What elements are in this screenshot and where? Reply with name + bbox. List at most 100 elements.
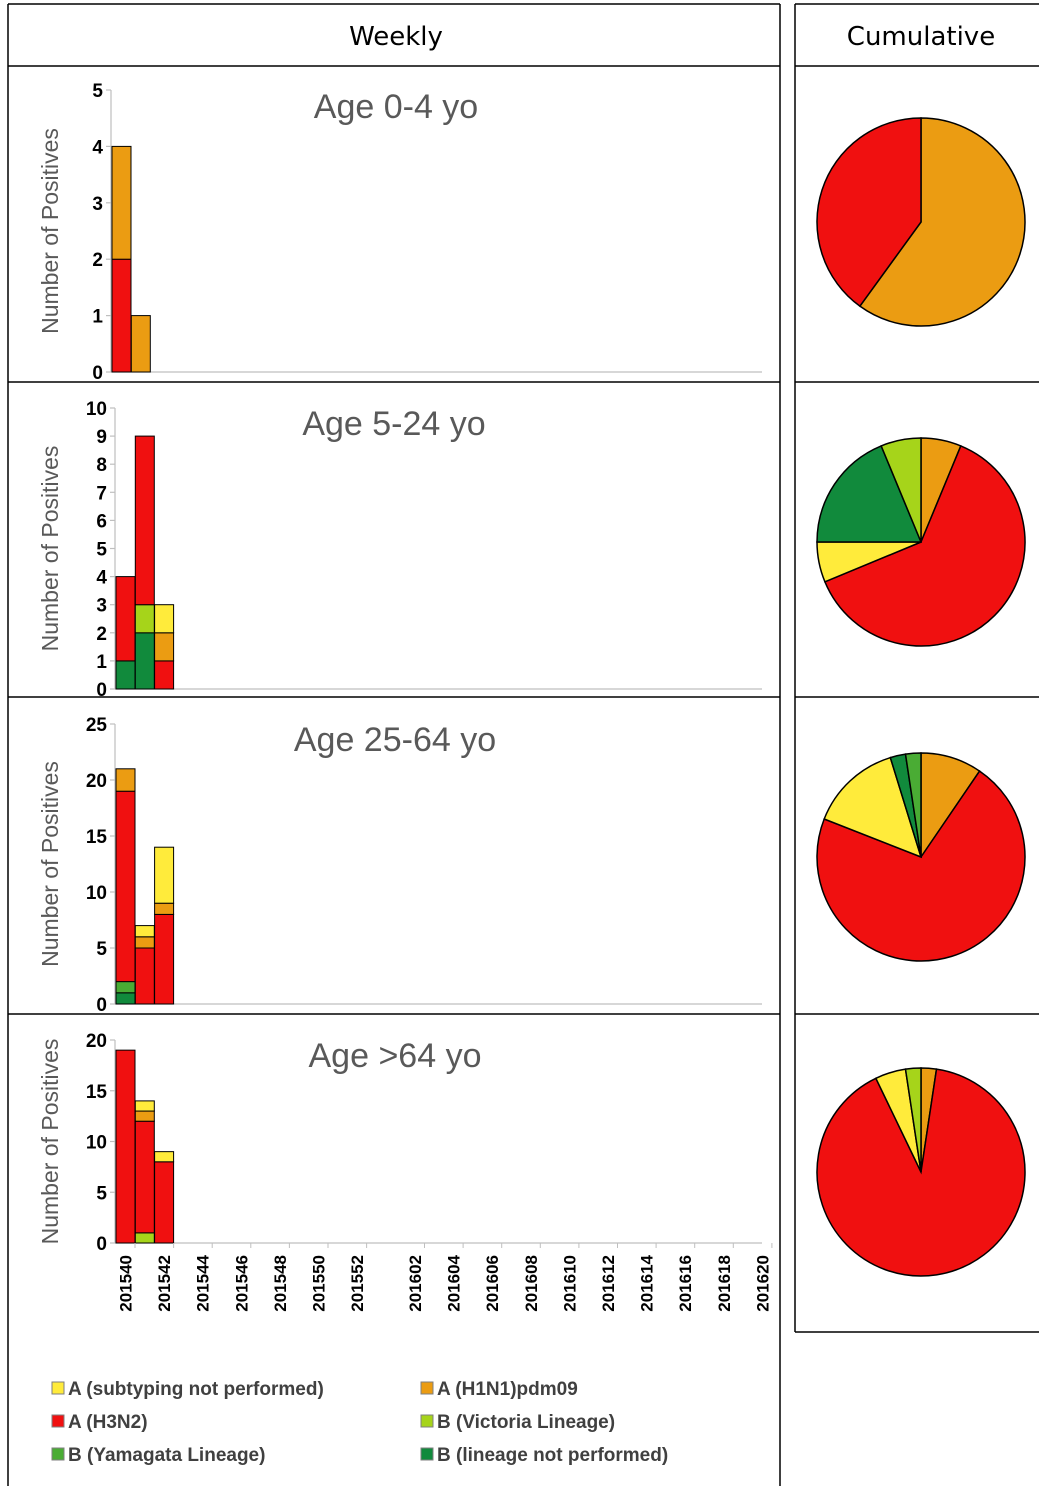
y-tick-label: 20 bbox=[86, 771, 107, 792]
y-tick-label: 25 bbox=[86, 715, 108, 736]
x-tick-label: 201612 bbox=[599, 1255, 618, 1312]
y-tick-label: 9 bbox=[96, 427, 107, 448]
panel-1: Age 0-4 yo Number of Positives 0 1 2 3 4 5 bbox=[37, 81, 762, 384]
pie-slice-a-subtyping-not-performed bbox=[823, 756, 923, 859]
legend-swatch bbox=[420, 1381, 434, 1395]
y-tick-label: 5 bbox=[96, 540, 107, 561]
y-tick-label: 10 bbox=[86, 399, 107, 420]
y-axis-label: Number of Positives bbox=[37, 1039, 63, 1245]
pie-3 bbox=[816, 752, 1026, 962]
y-tick-label: 0 bbox=[96, 1234, 107, 1255]
legend-swatch bbox=[420, 1414, 434, 1428]
bar-b-yamagata-lineage-201540 bbox=[115, 981, 136, 994]
y-tick-label: 5 bbox=[96, 1183, 107, 1204]
legend-swatch bbox=[420, 1447, 434, 1461]
legend-label: A (H1N1)pdm09 bbox=[437, 1379, 578, 1400]
bar-a-h3n2-201541 bbox=[134, 435, 155, 606]
bar-a-h3n2-201542 bbox=[154, 660, 175, 690]
panel-title: Age >64 yo bbox=[309, 1037, 482, 1075]
cumulative-pies bbox=[816, 117, 1026, 1277]
pie-slice-b-lineage-not-performed bbox=[816, 444, 923, 543]
legend-label: B (Yamagata Lineage) bbox=[68, 1445, 265, 1466]
y-tick-label: 1 bbox=[96, 652, 107, 673]
bar-b-lineage-not-performed-201540 bbox=[115, 992, 136, 1005]
y-tick-label: 15 bbox=[86, 1082, 108, 1103]
x-tick-label: 201608 bbox=[522, 1255, 541, 1312]
bar-a-subtyping-not-performed-201542 bbox=[154, 604, 175, 634]
bar-a-h3n2-201540 bbox=[115, 1049, 136, 1244]
bar-b-victoria-lineage-201541 bbox=[134, 1232, 155, 1244]
legend-label: B (Victoria Lineage) bbox=[437, 1412, 615, 1433]
bar-a-h3n2-201541 bbox=[134, 947, 155, 1005]
x-tick-label: 201542 bbox=[155, 1255, 174, 1312]
x-tick-label: 201540 bbox=[117, 1255, 136, 1312]
bar-a-subtyping-not-performed-201542 bbox=[154, 846, 175, 904]
chart-frame bbox=[7, 3, 1039, 1486]
panel-title: Age 5-24 yo bbox=[302, 405, 485, 443]
legend-label: A (H3N2) bbox=[68, 1412, 148, 1433]
x-tick-label: 201550 bbox=[310, 1255, 329, 1312]
bar-a-h3n2-201540 bbox=[115, 576, 136, 662]
y-tick-label: 0 bbox=[96, 995, 107, 1016]
x-tick-label: 201544 bbox=[194, 1254, 213, 1311]
y-tick-label: 20 bbox=[86, 1031, 107, 1052]
bar-b-victoria-lineage-201541 bbox=[134, 604, 155, 634]
x-tick-label: 201618 bbox=[715, 1255, 734, 1312]
pie-slice-a-h1n1-pdm09 bbox=[858, 117, 1026, 327]
bar-a-h3n2-201542 bbox=[154, 1161, 175, 1244]
y-tick-label: 8 bbox=[96, 455, 107, 476]
y-axis-label: Number of Positives bbox=[37, 128, 63, 334]
x-tick-label: 201606 bbox=[483, 1255, 502, 1312]
legend-label: B (lineage not performed) bbox=[437, 1445, 668, 1466]
x-tick-label: 201620 bbox=[753, 1255, 772, 1312]
header-cumulative: Cumulative bbox=[847, 22, 995, 52]
bar-a-h3n2-201541 bbox=[134, 1120, 155, 1234]
x-tick-label: 201602 bbox=[406, 1255, 425, 1312]
pie-slice-a-h3n2 bbox=[816, 117, 922, 308]
legend-item-a-h1n1-pdm09: A (H1N1)pdm09 bbox=[420, 1379, 578, 1400]
bar-a-subtyping-not-performed-201542 bbox=[154, 1151, 175, 1163]
y-tick-label: 7 bbox=[96, 483, 107, 504]
panel-title: Age 25-64 yo bbox=[294, 721, 496, 759]
panel-title: Age 0-4 yo bbox=[314, 88, 478, 126]
x-tick-label: 201546 bbox=[232, 1255, 251, 1312]
y-tick-label: 4 bbox=[92, 137, 103, 158]
y-tick-label: 10 bbox=[86, 1133, 107, 1154]
pie-2 bbox=[816, 437, 1026, 647]
x-tick-label: 201604 bbox=[445, 1254, 464, 1311]
y-tick-label: 5 bbox=[92, 81, 103, 102]
y-tick-label: 5 bbox=[96, 939, 107, 960]
bar-a-h1n1-pdm09-201542 bbox=[154, 632, 175, 662]
legend-swatch bbox=[51, 1381, 65, 1395]
legend-swatch bbox=[51, 1447, 65, 1461]
legend-item-b-lineage-not-performed: B (lineage not performed) bbox=[420, 1445, 668, 1466]
y-tick-label: 1 bbox=[92, 307, 103, 328]
pie-slice-a-h3n2 bbox=[816, 1068, 1026, 1277]
bar-a-h1n1-pdm09-201541 bbox=[134, 936, 155, 949]
pie-slice-b-yamagata-lineage bbox=[904, 752, 922, 858]
header-weekly: Weekly bbox=[349, 22, 443, 52]
x-tick-label: 201548 bbox=[271, 1255, 290, 1312]
x-tick-label: 201552 bbox=[348, 1255, 367, 1312]
x-tick-label: 201616 bbox=[676, 1255, 695, 1312]
legend-item-a-h3n2: A (H3N2) bbox=[51, 1412, 148, 1433]
bar-a-h1n1-pdm09-201540 bbox=[111, 145, 132, 260]
panel-2: Age 5-24 yo Number of Positives 0 1 2 3 4 5 6 7 8 9… bbox=[37, 399, 762, 701]
bar-b-lineage-not-performed-201540 bbox=[115, 660, 136, 690]
bar-a-h1n1-pdm09-201541 bbox=[134, 1110, 155, 1122]
y-tick-label: 0 bbox=[92, 363, 103, 384]
panel-3: Age 25-64 yo Number of Positives 0 5 10 15 20 2… bbox=[37, 715, 762, 1016]
y-axis-label: Number of Positives bbox=[37, 446, 63, 652]
legend: A (subtyping not performed) A (H1N1)pdm09… bbox=[51, 1379, 668, 1466]
y-tick-label: 4 bbox=[96, 568, 107, 589]
legend-item-b-victoria-lineage: B (Victoria Lineage) bbox=[420, 1412, 615, 1433]
y-tick-label: 15 bbox=[86, 827, 108, 848]
y-tick-label: 10 bbox=[86, 883, 107, 904]
bar-a-h1n1-pdm09-201542 bbox=[154, 902, 175, 915]
legend-label: A (subtyping not performed) bbox=[68, 1379, 324, 1400]
bar-a-subtyping-not-performed-201541 bbox=[134, 925, 155, 938]
y-tick-label: 0 bbox=[96, 680, 107, 701]
bar-a-h3n2-201540 bbox=[115, 790, 136, 983]
bar-a-h3n2-201540 bbox=[111, 258, 132, 373]
